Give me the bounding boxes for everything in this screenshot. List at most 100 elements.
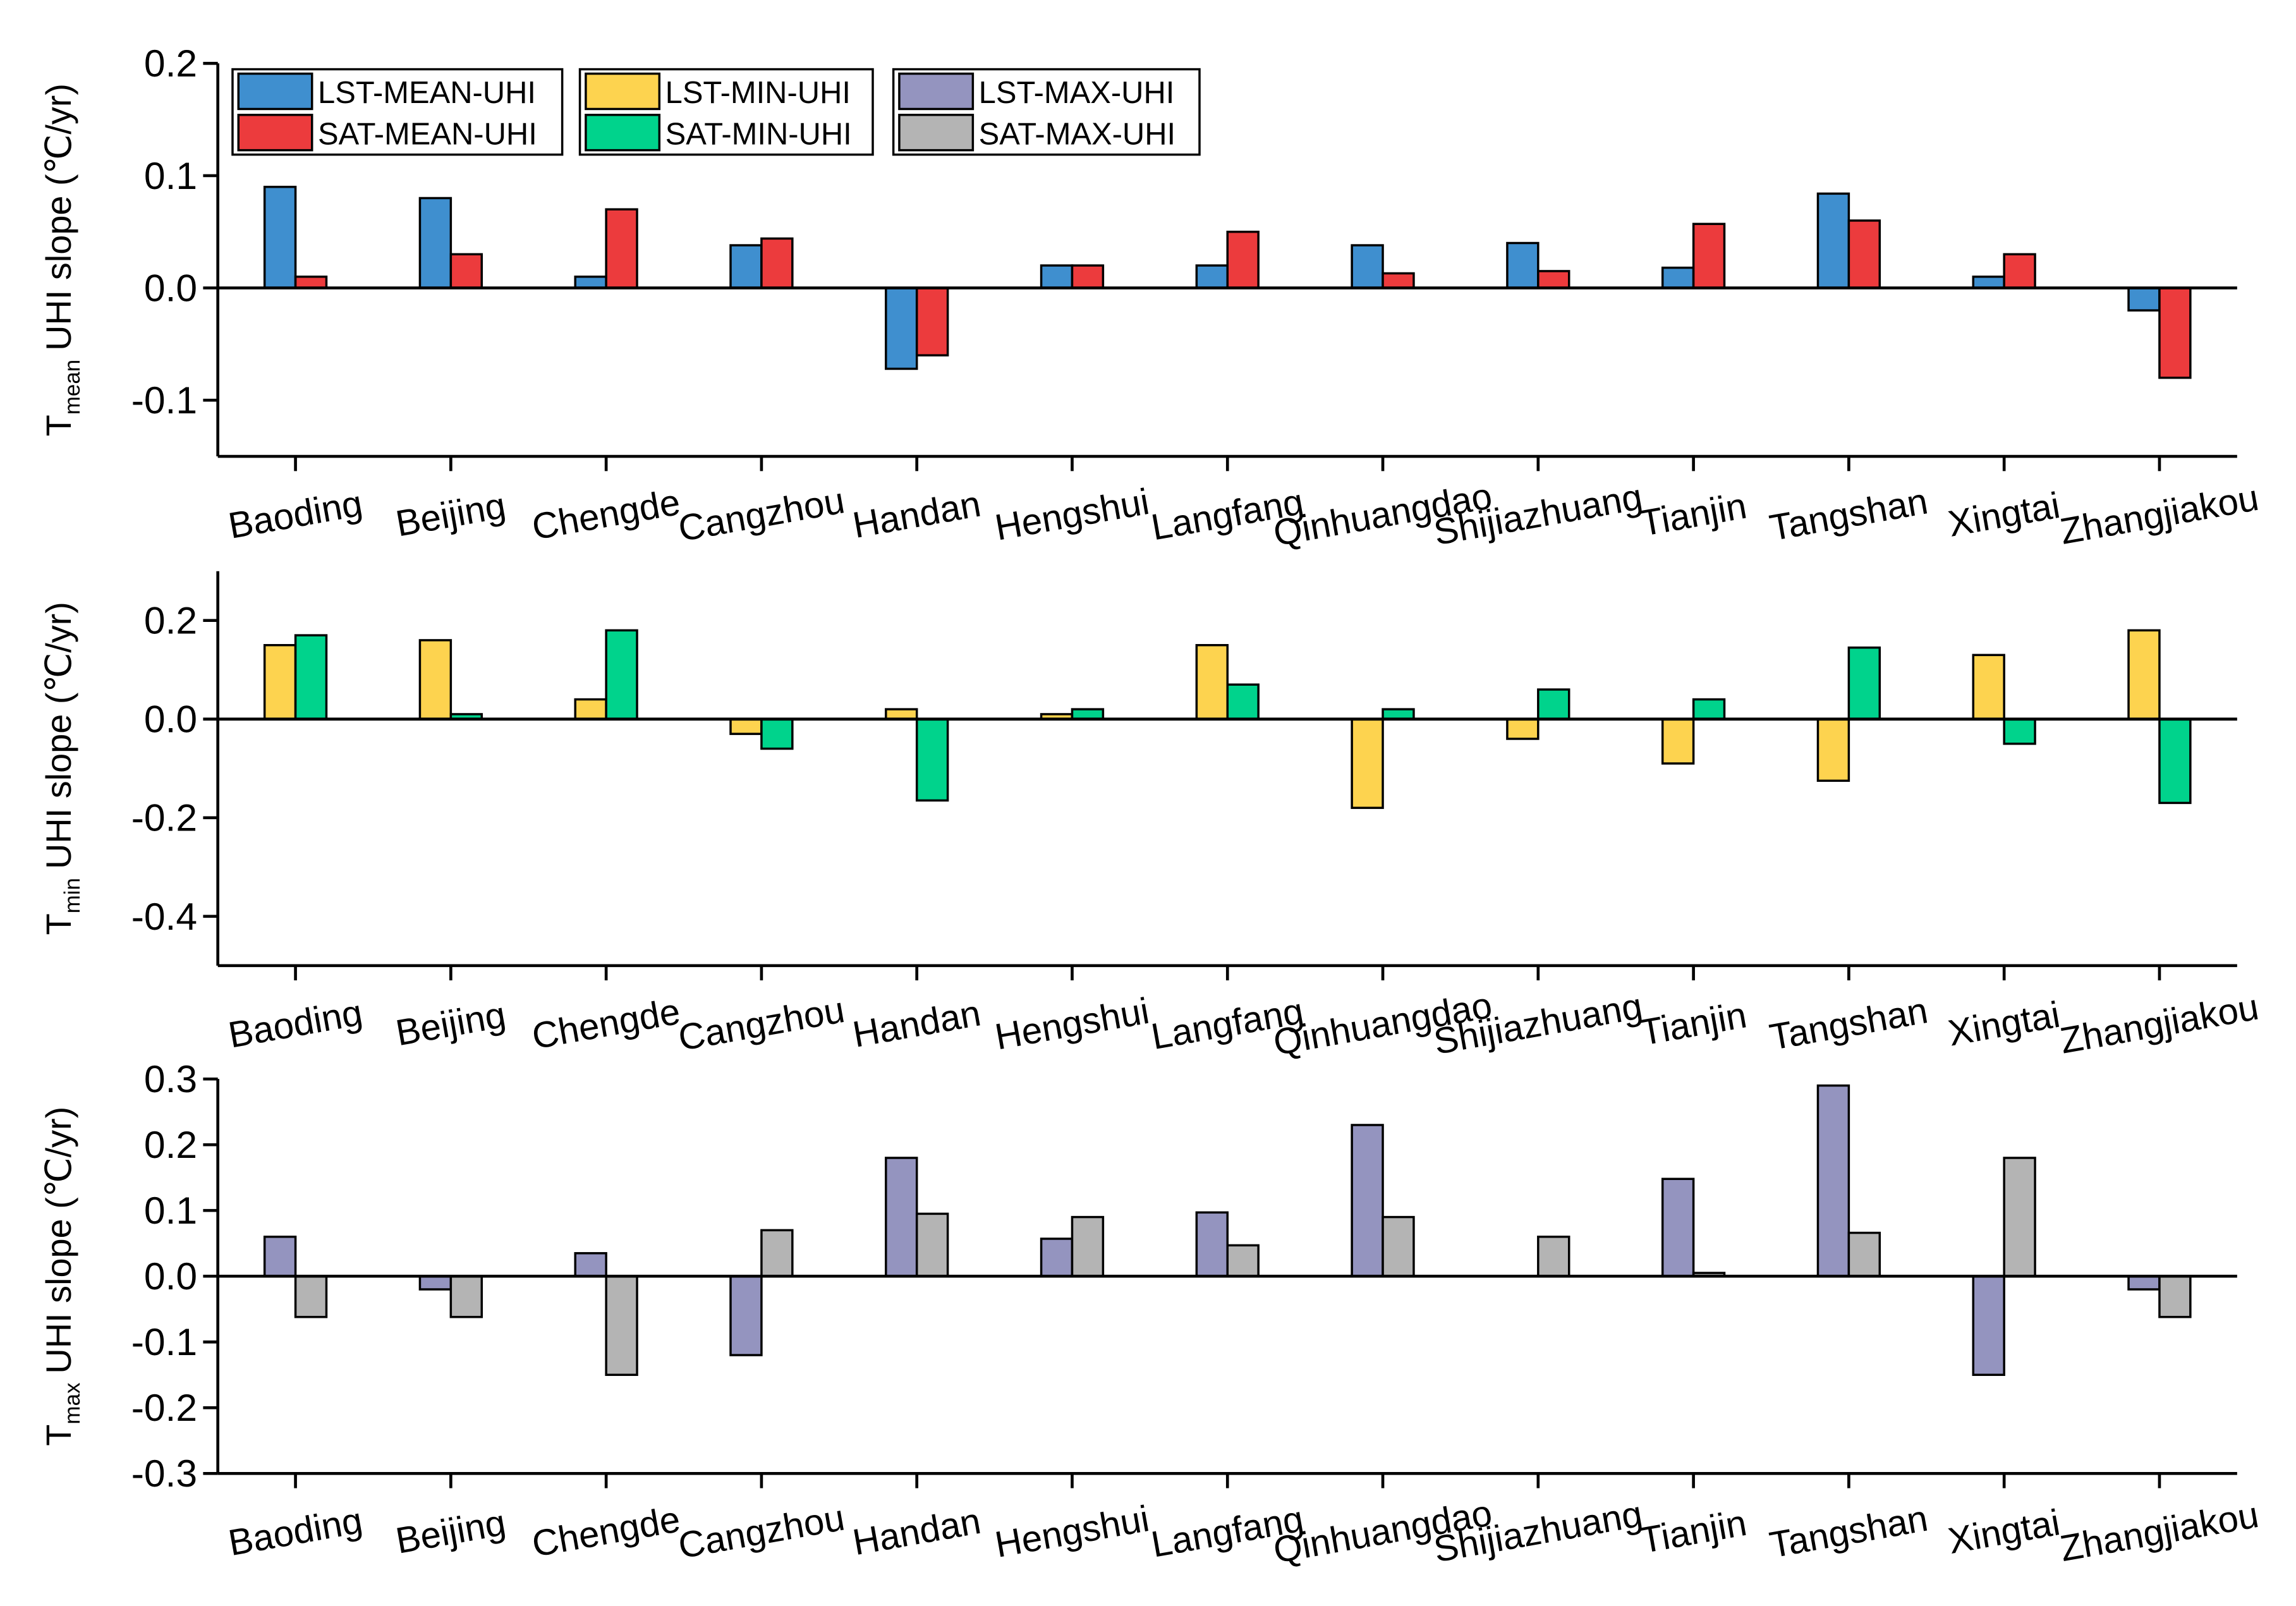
x-tick-label: Zhangjiakou xyxy=(2057,477,2262,552)
bar xyxy=(1226,683,1260,721)
x-tick-label: Xingtai xyxy=(1945,1502,2063,1562)
y-tick-label: 0.1 xyxy=(144,154,197,197)
x-tick-label: Tianjin xyxy=(1637,485,1749,544)
bar xyxy=(729,1275,763,1356)
x-tick-label: Baoding xyxy=(226,1500,366,1564)
bar xyxy=(1661,266,1695,289)
bar xyxy=(1692,222,1726,289)
bar xyxy=(1195,1211,1229,1277)
bar xyxy=(1040,1238,1074,1277)
x-tick-label: Cangzhou xyxy=(675,1497,847,1567)
bar xyxy=(1071,264,1105,289)
y-axis-label: Tmean UHI slope (℃/yr) xyxy=(39,83,85,436)
bar xyxy=(418,639,453,721)
y-label-main: T xyxy=(39,415,78,436)
y-tick-label: 0.3 xyxy=(144,1057,197,1100)
legend-swatch xyxy=(237,114,313,152)
bar xyxy=(2127,629,2161,721)
bar xyxy=(449,1275,483,1318)
bar xyxy=(1972,654,2005,721)
legend-swatch xyxy=(898,72,975,111)
bar xyxy=(1661,718,1695,765)
x-tick-label: Handan xyxy=(849,1500,983,1563)
bar xyxy=(1537,270,1570,289)
bar xyxy=(294,276,328,289)
bar xyxy=(1195,643,1229,721)
y-tick-label: -0.3 xyxy=(131,1452,197,1495)
bar xyxy=(294,634,328,721)
x-tick-label: Hengshui xyxy=(992,990,1153,1058)
bar xyxy=(1506,718,1540,740)
bar xyxy=(2127,286,2161,312)
legend-label: SAT-MEAN-UHI xyxy=(318,117,537,151)
y-label-rest: UHI slope (℃/yr) xyxy=(39,602,78,869)
bar xyxy=(1847,219,1881,289)
bar xyxy=(1972,276,2005,289)
bar xyxy=(263,643,297,721)
y-label-sub: min xyxy=(60,878,85,913)
bar xyxy=(1382,1215,1415,1277)
bar xyxy=(2158,286,2192,379)
bar xyxy=(2127,1275,2161,1291)
legend-label: SAT-MAX-UHI xyxy=(979,117,1175,151)
bar xyxy=(574,698,607,721)
y-tick-label: 0.2 xyxy=(144,599,197,642)
legend-label: LST-MAX-UHI xyxy=(979,76,1175,110)
bar xyxy=(605,1275,638,1377)
bar xyxy=(1226,230,1260,289)
x-tick-label: Baoding xyxy=(226,992,366,1056)
bar xyxy=(885,286,918,370)
y-tick-label: 0.1 xyxy=(144,1189,197,1232)
x-tick-label: Cangzhou xyxy=(675,989,847,1059)
bar xyxy=(1382,708,1415,721)
bar xyxy=(1195,264,1229,289)
bar xyxy=(1847,1231,1881,1277)
bar xyxy=(1351,718,1384,809)
bar xyxy=(574,276,607,289)
bar xyxy=(885,708,918,721)
legend-swatch xyxy=(585,114,661,152)
bar xyxy=(1351,1124,1384,1277)
bar xyxy=(1382,272,1415,289)
y-label-sub: max xyxy=(60,1382,85,1425)
x-tick-label: Chengde xyxy=(529,482,683,548)
legend-swatch xyxy=(898,114,975,152)
bar xyxy=(1351,244,1384,289)
bar xyxy=(2158,718,2192,805)
bar xyxy=(1816,718,1850,782)
bar xyxy=(915,718,949,802)
x-tick-label: Handan xyxy=(849,484,983,546)
y-label-main: T xyxy=(39,1425,78,1446)
bar xyxy=(760,1229,794,1277)
y-tick-label: 0.0 xyxy=(144,1255,197,1298)
x-tick-label: Beijing xyxy=(392,1502,508,1561)
x-tick-label: Chengde xyxy=(529,1499,683,1565)
legend-swatch xyxy=(237,72,313,111)
bar xyxy=(729,244,763,289)
bar xyxy=(1537,1236,1570,1277)
bar xyxy=(1071,1215,1105,1277)
x-tick-label: Tangshan xyxy=(1766,1498,1931,1566)
bar xyxy=(1816,1084,1850,1277)
y-tick-label: -0.2 xyxy=(131,1386,197,1429)
bar xyxy=(1847,646,1881,721)
bar xyxy=(1537,688,1570,721)
x-tick-label: Tianjin xyxy=(1637,1502,1749,1561)
x-tick-label: Zhangjiakou xyxy=(2057,1494,2262,1569)
bar xyxy=(263,185,297,289)
x-tick-label: Cangzhou xyxy=(675,480,847,549)
y-tick-label: -0.1 xyxy=(131,379,197,422)
bar xyxy=(2158,1275,2192,1318)
x-tick-label: Xingtai xyxy=(1945,485,2063,545)
bar xyxy=(1692,698,1726,721)
bar xyxy=(263,1236,297,1277)
bar xyxy=(605,208,638,289)
x-tick-label: Xingtai xyxy=(1945,994,2063,1054)
bar xyxy=(760,237,794,289)
y-label-rest: UHI slope (℃/yr) xyxy=(39,1107,78,1374)
x-tick-label: Zhangjiakou xyxy=(2057,987,2262,1062)
bar xyxy=(1071,708,1105,721)
x-tick-label: Hengshui xyxy=(992,1498,1153,1566)
